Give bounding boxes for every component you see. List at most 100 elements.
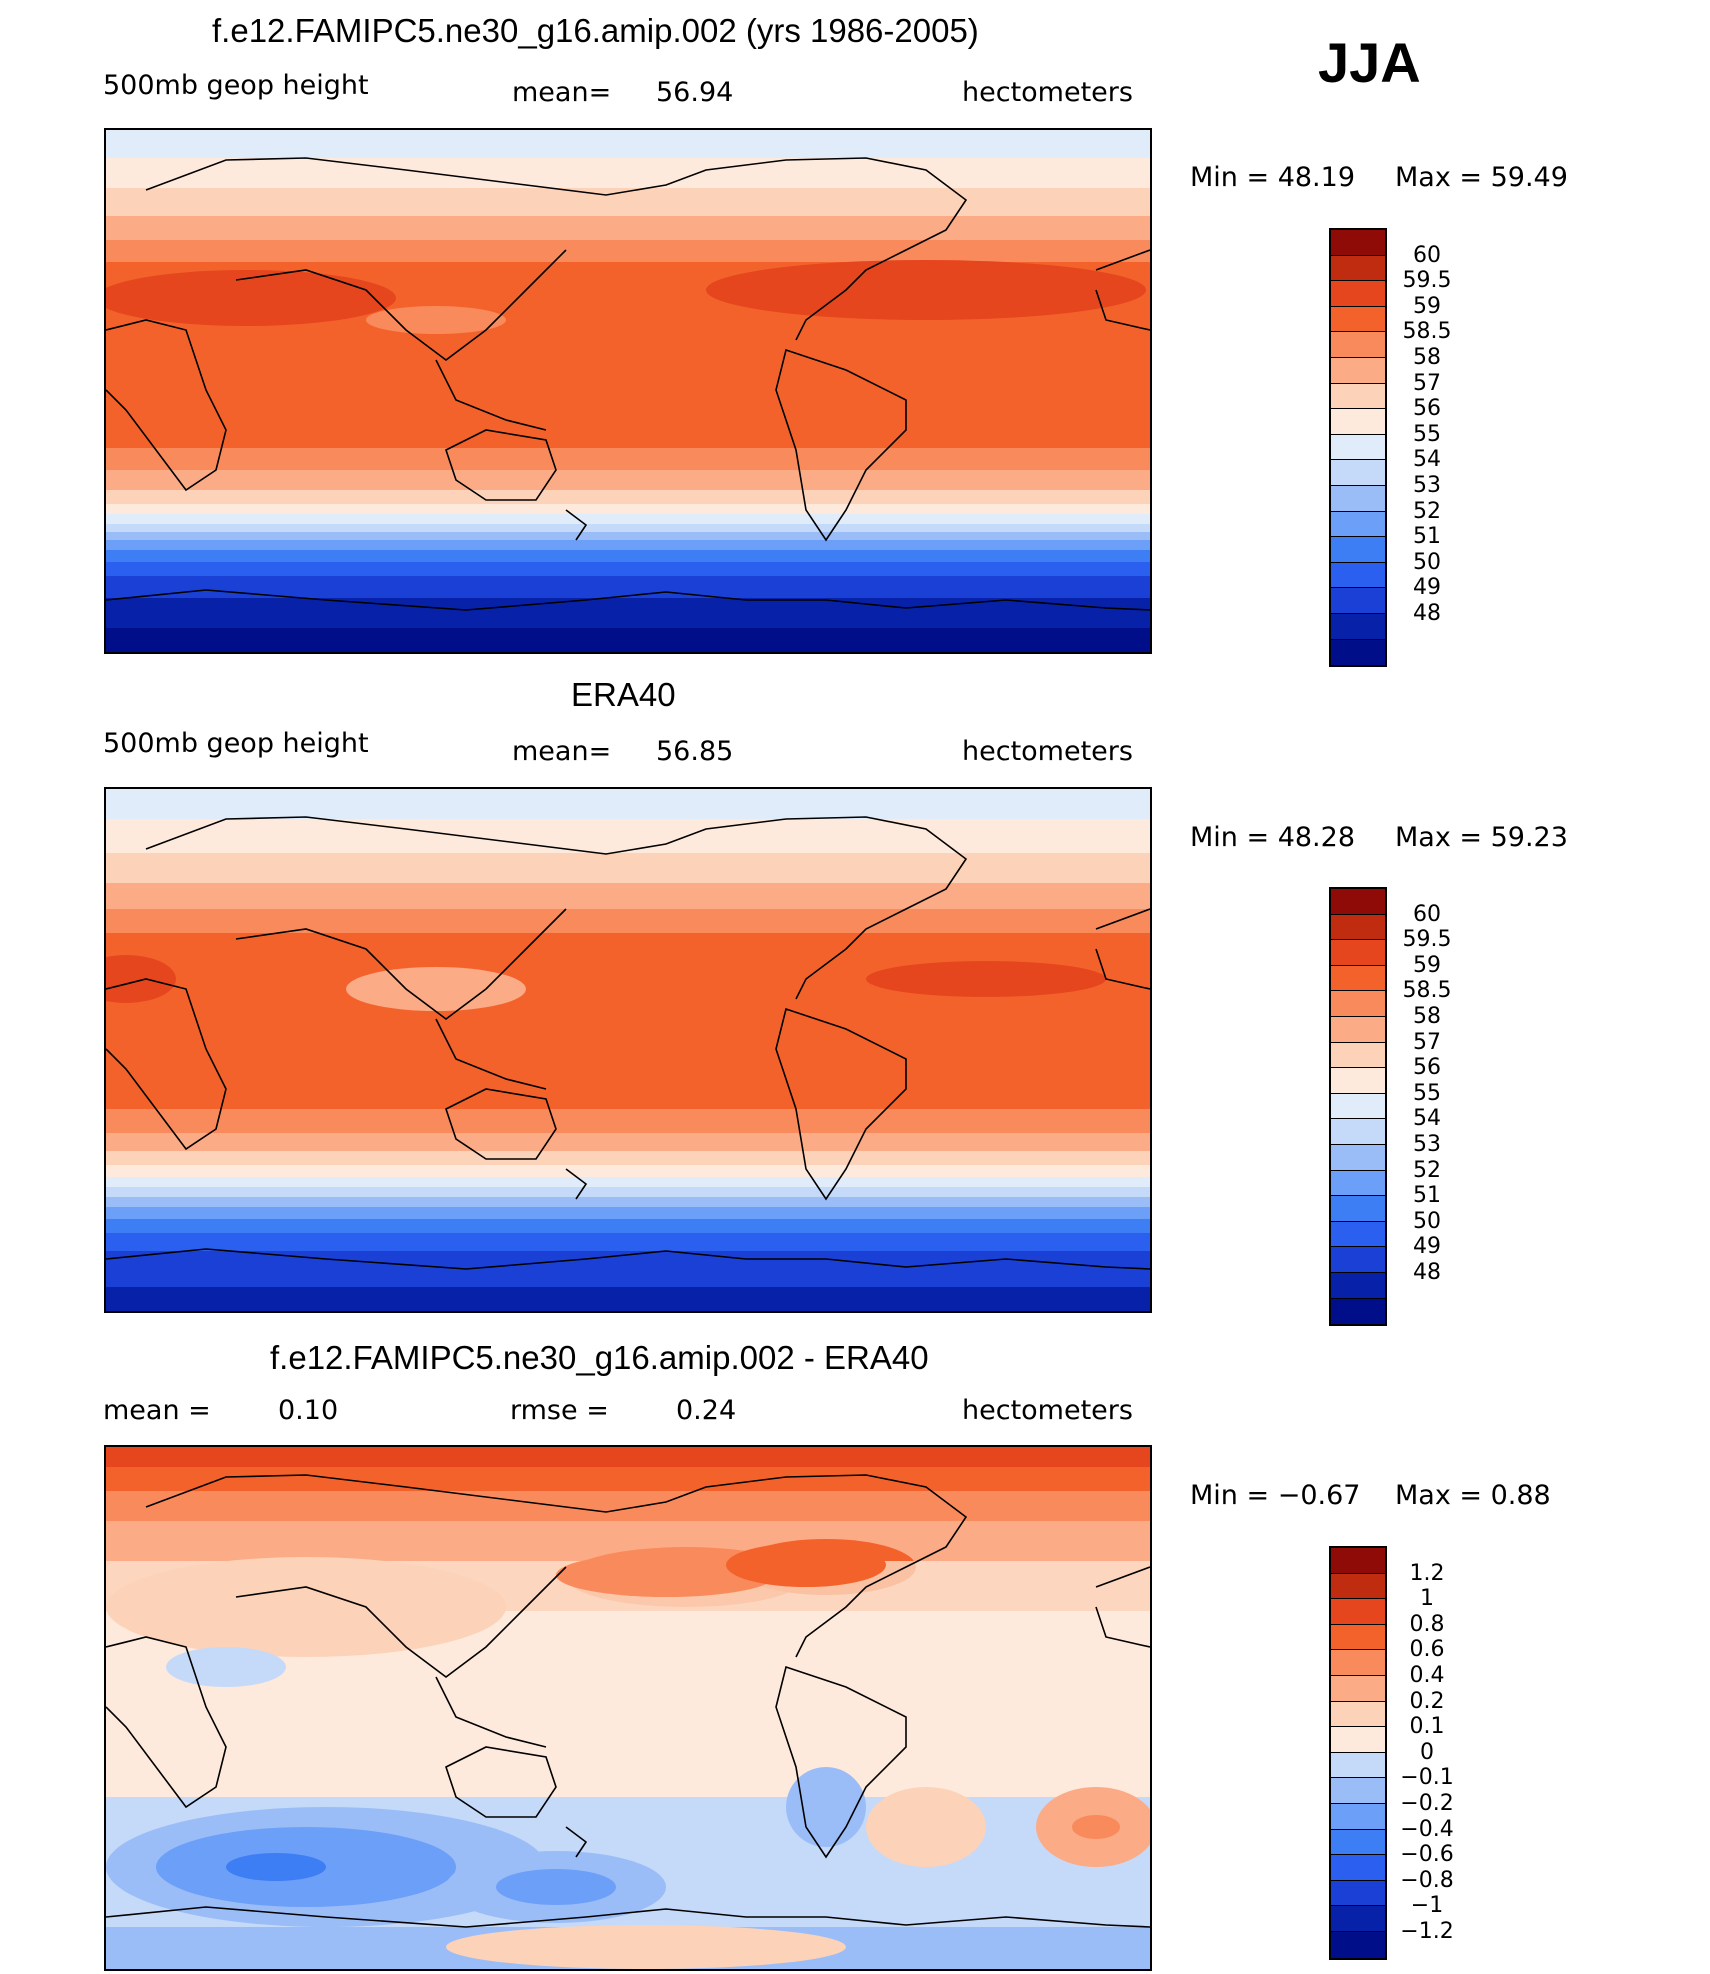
panel2-units: hectometers — [962, 736, 1133, 767]
colorbar-swatch — [1331, 1247, 1385, 1273]
colorbar-tick-label: 58.5 — [1402, 319, 1452, 345]
panel2-contour-field — [106, 789, 1150, 1311]
panel3-colorbar — [1329, 1546, 1387, 1960]
colorbar-tick-label: 59 — [1413, 952, 1441, 978]
panel2-variable-label: 500mb geop height — [103, 728, 369, 759]
colorbar-swatch — [1331, 965, 1385, 992]
colorbar-swatch — [1331, 230, 1385, 256]
colorbar-swatch — [1331, 511, 1385, 538]
colorbar-swatch — [1331, 1170, 1385, 1197]
panel2-max: Max = 59.23 — [1395, 822, 1568, 853]
colorbar-swatch — [1331, 281, 1385, 307]
colorbar-swatch — [1331, 1803, 1385, 1830]
panel1-units: hectometers — [962, 77, 1133, 108]
colorbar-tick-label: 0 — [1420, 1739, 1434, 1765]
panel3-min: Min = −0.67 — [1190, 1480, 1361, 1511]
colorbar-tick-label: 50 — [1413, 1208, 1441, 1234]
colorbar-swatch — [1331, 1272, 1385, 1299]
colorbar-tick-label: −1.2 — [1400, 1919, 1454, 1944]
colorbar-swatch — [1331, 1144, 1385, 1171]
colorbar-swatch — [1331, 1068, 1385, 1094]
colorbar-swatch — [1331, 332, 1385, 358]
panel3-units: hectometers — [962, 1395, 1133, 1426]
colorbar-swatch — [1331, 1931, 1385, 1958]
colorbar-tick-label: −0.8 — [1400, 1867, 1454, 1893]
panel3-mean-value: 0.10 — [278, 1395, 339, 1426]
colorbar-tick-label: 59.5 — [1402, 927, 1452, 953]
colorbar-swatch — [1331, 1650, 1385, 1676]
panel3-rmse-label: rmse = — [510, 1395, 609, 1426]
colorbar-swatch — [1331, 613, 1385, 640]
panel1-mean-label: mean= — [512, 77, 612, 108]
panel1-coastlines — [106, 157, 1150, 611]
panel2-map — [104, 787, 1152, 1313]
colorbar-swatch — [1331, 537, 1385, 563]
colorbar-tick-label: 56 — [1413, 1055, 1441, 1081]
panel1-title: f.e12.FAMIPC5.ne30_g16.amip.002 (yrs 198… — [212, 12, 979, 49]
colorbar-swatch — [1331, 1752, 1385, 1779]
colorbar-swatch — [1331, 1042, 1385, 1069]
colorbar-swatch — [1331, 1855, 1385, 1881]
panel1-contour-field — [106, 130, 1150, 652]
colorbar-swatch — [1331, 940, 1385, 966]
colorbar-swatch — [1331, 639, 1385, 666]
colorbar-swatch — [1331, 1573, 1385, 1600]
panel1-variable-label: 500mb geop height — [103, 70, 369, 101]
colorbar-swatch — [1331, 383, 1385, 410]
colorbar-tick-label: 60 — [1413, 242, 1441, 268]
colorbar-swatch — [1331, 1016, 1385, 1043]
colorbar-swatch — [1331, 1701, 1385, 1728]
panel1-mean-value: 56.94 — [656, 77, 734, 108]
panel2-title: ERA40 — [571, 676, 676, 713]
colorbar-swatch — [1331, 1599, 1385, 1625]
colorbar-tick-label: −0.4 — [1400, 1816, 1454, 1842]
colorbar-swatch — [1331, 460, 1385, 486]
colorbar-swatch — [1331, 485, 1385, 512]
colorbar-tick-label: 55 — [1413, 1080, 1441, 1106]
panel3-max: Max = 0.88 — [1395, 1480, 1551, 1511]
colorbar-tick-label: 50 — [1413, 549, 1441, 575]
panel3-map — [104, 1445, 1152, 1971]
colorbar-swatch — [1331, 1221, 1385, 1248]
colorbar-swatch — [1331, 1880, 1385, 1907]
colorbar-tick-label: 59 — [1413, 293, 1441, 319]
colorbar-tick-label: 0.8 — [1409, 1611, 1445, 1637]
colorbar-tick-label: 49 — [1413, 575, 1441, 601]
panel3-rmse-value: 0.24 — [676, 1395, 737, 1426]
colorbar-tick-label: −0.1 — [1400, 1765, 1454, 1791]
colorbar-tick-label: 57 — [1413, 370, 1441, 396]
colorbar-tick-label: 60 — [1413, 901, 1441, 927]
colorbar-tick-label: 57 — [1413, 1029, 1441, 1055]
colorbar-tick-label: 0.2 — [1409, 1688, 1445, 1714]
colorbar-swatch — [1331, 1829, 1385, 1856]
panel1-colorbar — [1329, 228, 1387, 668]
colorbar-tick-label: 58 — [1413, 1004, 1441, 1029]
colorbar-swatch — [1331, 409, 1385, 435]
colorbar-tick-label: 0.6 — [1409, 1637, 1445, 1663]
colorbar-tick-label: 0.4 — [1409, 1663, 1445, 1688]
colorbar-swatch — [1331, 1624, 1385, 1651]
colorbar-tick-label: 53 — [1413, 473, 1441, 498]
colorbar-tick-label: −1 — [1410, 1893, 1444, 1919]
season-label: JJA — [1318, 31, 1421, 94]
colorbar-tick-label: 58 — [1413, 345, 1441, 370]
colorbar-tick-label: 1 — [1420, 1586, 1434, 1612]
panel2-colorbar — [1329, 887, 1387, 1327]
colorbar-swatch — [1331, 255, 1385, 282]
colorbar-swatch — [1331, 1196, 1385, 1222]
panel1-min: Min = 48.19 — [1190, 162, 1355, 193]
colorbar-tick-label: 52 — [1413, 498, 1441, 524]
colorbar-swatch — [1331, 562, 1385, 589]
colorbar-tick-label: 59.5 — [1402, 268, 1452, 294]
panel2-mean-label: mean= — [512, 736, 612, 767]
colorbar-tick-label: 49 — [1413, 1234, 1441, 1260]
panel1-max: Max = 59.49 — [1395, 162, 1568, 193]
colorbar-tick-label: 56 — [1413, 396, 1441, 422]
colorbar-swatch — [1331, 1727, 1385, 1753]
colorbar-tick-label: 54 — [1413, 447, 1441, 473]
colorbar-tick-label: −0.6 — [1400, 1842, 1454, 1868]
panel2-min: Min = 48.28 — [1190, 822, 1355, 853]
colorbar-swatch — [1331, 357, 1385, 384]
colorbar-swatch — [1331, 991, 1385, 1017]
panel3-coastlines — [106, 1474, 1150, 1928]
